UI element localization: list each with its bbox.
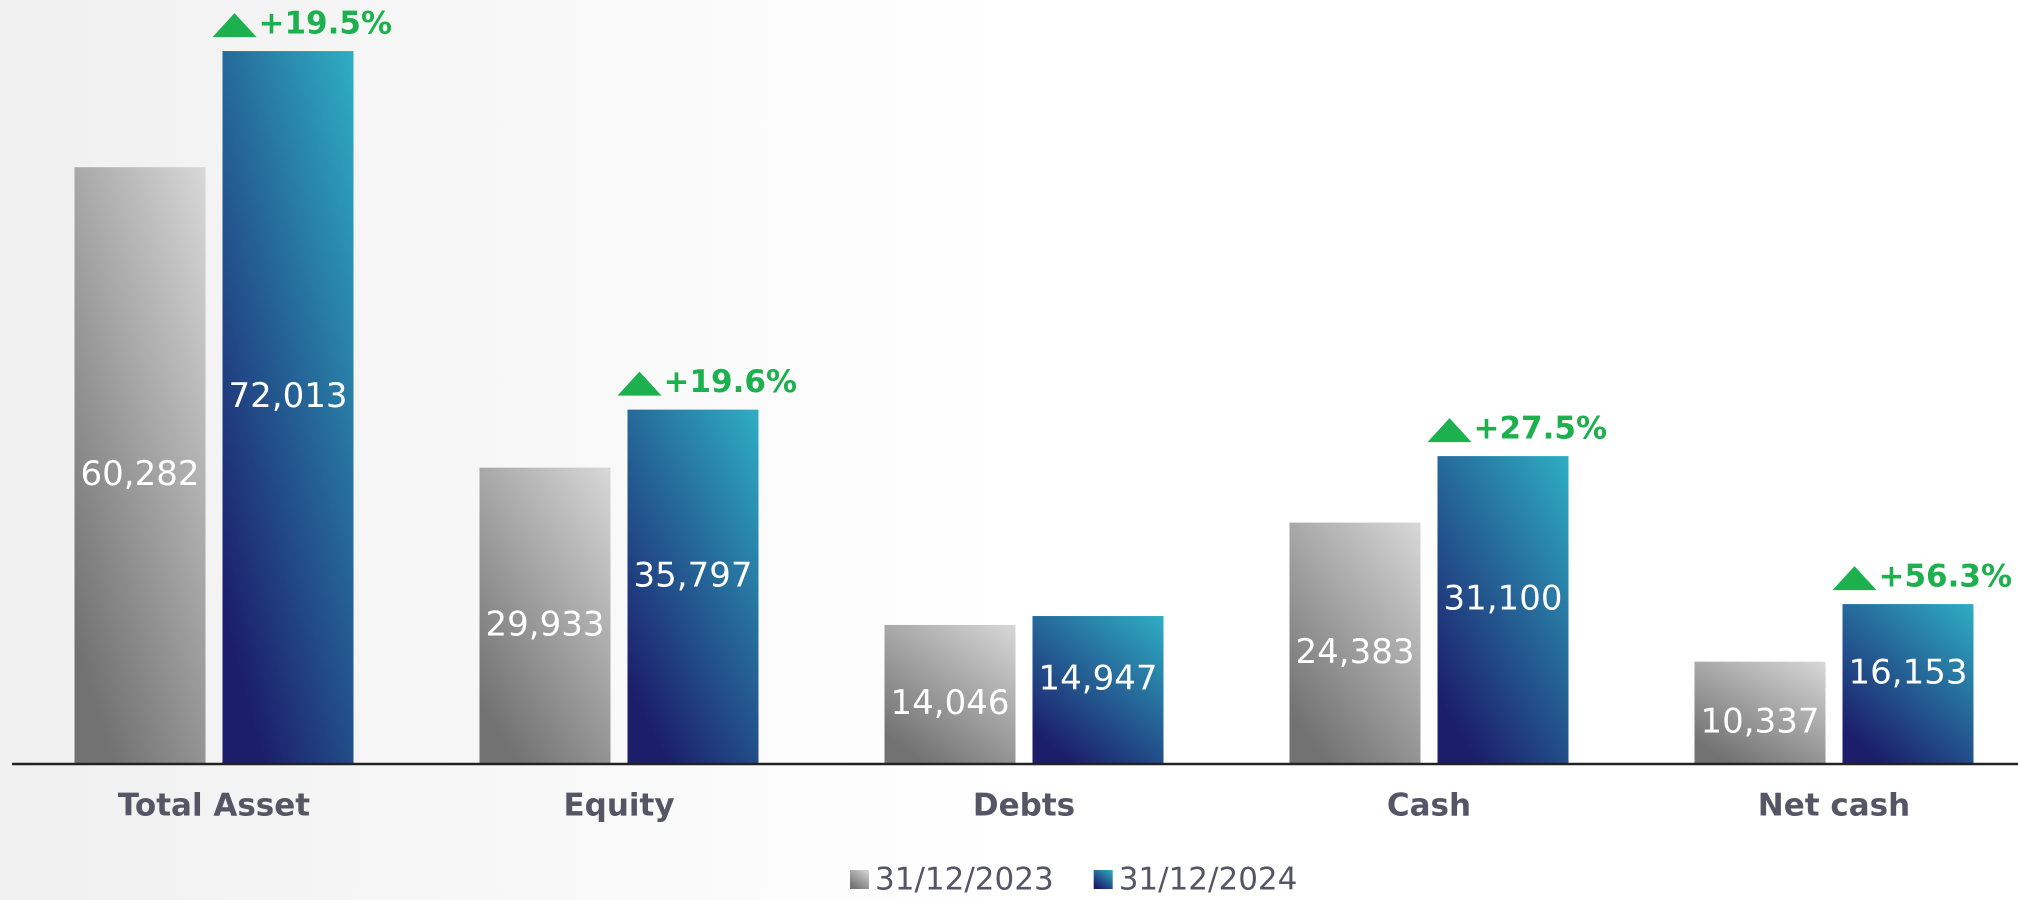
bar (479, 467, 611, 764)
bar (1437, 456, 1569, 764)
legend-swatch (850, 870, 869, 889)
value-label: 10,337 (1701, 701, 1820, 741)
value-label: 31,100 (1444, 579, 1563, 619)
value-label: 35,797 (634, 555, 753, 595)
up-arrow (1427, 418, 1472, 443)
legend-swatch (1093, 870, 1113, 889)
value-label: 14,046 (891, 683, 1010, 723)
x-tick-label: Equity (563, 788, 674, 824)
growth-annotation: +19.6% (664, 364, 798, 400)
x-tick-label: Net cash (1758, 788, 1910, 824)
value-label: 72,013 (229, 376, 348, 416)
up-arrow (617, 371, 662, 396)
bar (1694, 661, 1826, 764)
bar (1032, 616, 1164, 764)
bar (74, 167, 206, 765)
up-arrow (1832, 566, 1877, 591)
up-arrow (212, 13, 257, 38)
x-tick-label: Debts (973, 788, 1075, 824)
value-label: 29,933 (486, 604, 605, 644)
growth-annotation: +19.5% (259, 6, 393, 42)
value-label: 60,282 (81, 454, 200, 494)
legend-label: 31/12/2023 (875, 862, 1054, 898)
value-label: 14,947 (1039, 659, 1158, 699)
bar (884, 624, 1016, 764)
growth-annotation: +27.5% (1474, 411, 1608, 447)
bar (1289, 522, 1421, 764)
x-tick-label: Total Asset (118, 788, 310, 824)
legend-label: 31/12/2024 (1119, 862, 1298, 898)
value-label: 16,153 (1849, 653, 1968, 693)
value-label: 24,383 (1296, 632, 1415, 672)
x-tick-label: Cash (1387, 788, 1471, 824)
bar (1842, 604, 1974, 764)
bar (222, 51, 354, 765)
growth-annotation: +56.3% (1879, 559, 2013, 595)
bar (627, 409, 759, 764)
